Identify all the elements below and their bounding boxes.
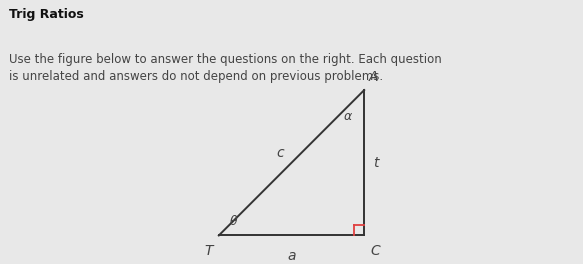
Text: Trig Ratios: Trig Ratios (9, 8, 83, 21)
Text: C: C (370, 244, 380, 258)
Text: c: c (276, 145, 284, 159)
Text: α: α (344, 110, 352, 123)
Text: T: T (205, 244, 213, 258)
Text: θ: θ (230, 215, 237, 228)
Text: a: a (287, 248, 296, 262)
Text: Use the figure below to answer the questions on the right. Each question
is unre: Use the figure below to answer the quest… (9, 53, 441, 83)
Text: A: A (368, 70, 378, 84)
Text: t: t (373, 156, 378, 170)
